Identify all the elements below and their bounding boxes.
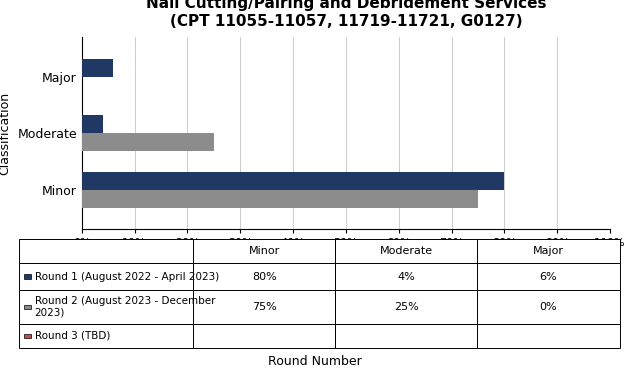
Text: 6%: 6%: [540, 272, 557, 282]
Bar: [82, 190, 478, 208]
Text: Round Number: Round Number: [267, 355, 362, 368]
Text: Round 3 (TBD): Round 3 (TBD): [35, 331, 110, 341]
Text: 4%: 4%: [398, 272, 415, 282]
Text: 25%: 25%: [394, 302, 419, 312]
Text: 80%: 80%: [252, 272, 277, 282]
Text: Round 2 (August 2023 - December
2023): Round 2 (August 2023 - December 2023): [35, 296, 215, 318]
Text: 0%: 0%: [540, 302, 557, 312]
Bar: [82, 115, 103, 133]
Y-axis label: Classification: Classification: [0, 92, 12, 175]
Text: Round 1 (August 2022 - April 2023): Round 1 (August 2022 - April 2023): [35, 272, 219, 282]
Text: Moderate: Moderate: [380, 246, 433, 256]
Title: Nail Cutting/Pairing and Debridement Services
(CPT 11055-11057, 11719-11721, G01: Nail Cutting/Pairing and Debridement Ser…: [146, 0, 546, 29]
Bar: [82, 172, 504, 190]
Bar: [82, 58, 113, 77]
Text: Minor: Minor: [248, 246, 280, 256]
Text: 75%: 75%: [252, 302, 277, 312]
Bar: [82, 133, 214, 151]
Text: Major: Major: [533, 246, 564, 256]
